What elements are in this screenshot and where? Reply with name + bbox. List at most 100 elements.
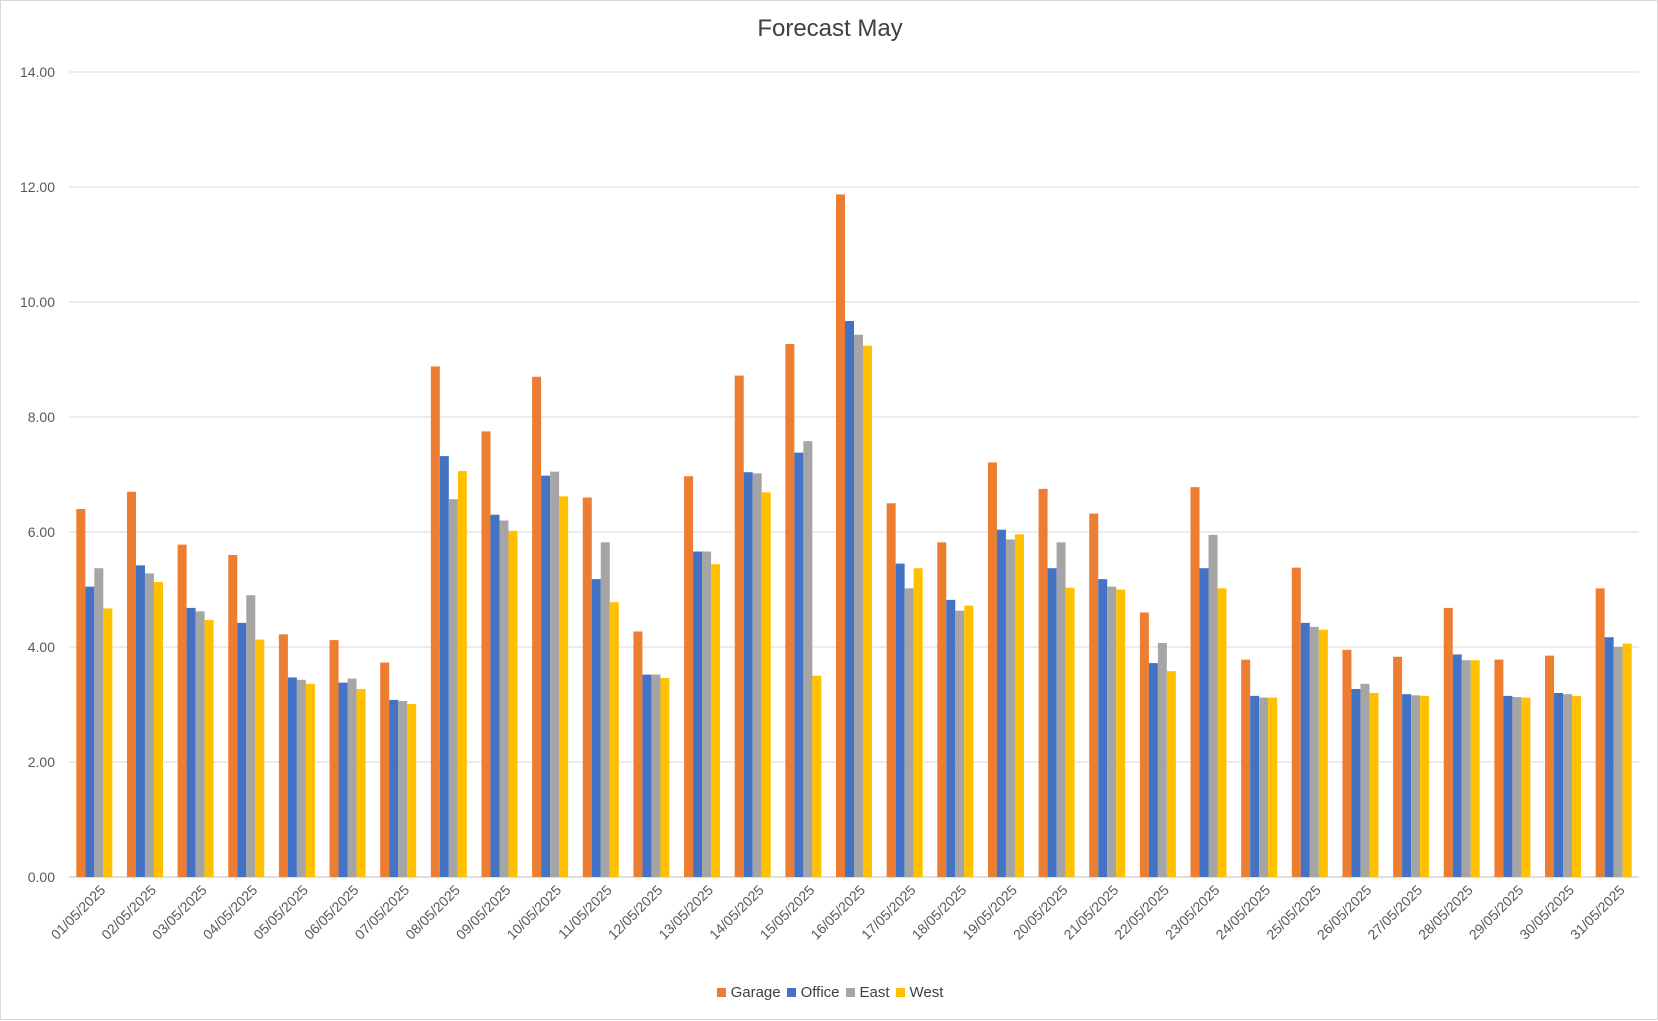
bar-west [1572, 695, 1582, 877]
bar-office [541, 475, 551, 877]
bar-west [204, 619, 214, 877]
bar-east [296, 679, 306, 877]
bar-east [1107, 586, 1117, 877]
bar-west [1622, 643, 1632, 877]
bar-east [600, 542, 610, 877]
bar-west [711, 564, 721, 877]
bar-garage [886, 503, 896, 877]
bar-office [1452, 654, 1462, 877]
bar-garage [633, 631, 643, 877]
bar-east [1259, 697, 1269, 877]
bar-garage [1139, 612, 1149, 877]
bar-east [1461, 660, 1471, 877]
bar-west [508, 530, 518, 877]
bar-west [153, 582, 163, 877]
bar-office [1604, 637, 1614, 877]
bar-office [135, 565, 145, 877]
legend-swatch [786, 988, 796, 997]
bar-garage [278, 634, 288, 877]
bar-east [550, 471, 560, 877]
bar-east [398, 701, 408, 877]
bar-west [103, 608, 113, 877]
bar-garage [1494, 659, 1504, 877]
bar-garage [1190, 487, 1200, 877]
bar-east [1411, 695, 1421, 877]
bar-office [845, 320, 854, 878]
bar-west [1014, 534, 1024, 877]
bar-office [996, 529, 1006, 877]
bar-office [237, 622, 247, 877]
bar-east [955, 610, 965, 877]
bar-west [305, 683, 315, 877]
bar-office [1047, 568, 1057, 877]
bar-garage [987, 462, 997, 877]
bar-east [1512, 697, 1522, 877]
bar-garage [734, 375, 744, 877]
legend-swatch [716, 988, 726, 997]
bar-west [863, 345, 872, 877]
bar-east [94, 568, 104, 877]
bar-garage [937, 542, 947, 877]
bar-office [287, 677, 297, 877]
bar-east [144, 573, 154, 877]
bar-west [1166, 671, 1176, 877]
x-axis-ticks: 01/05/202502/05/202503/05/202504/05/2025… [48, 882, 1628, 943]
bar-garage [1443, 607, 1453, 877]
bar-office [743, 472, 753, 877]
legend-swatch [845, 988, 855, 997]
bar-office [794, 452, 804, 877]
bar-west [812, 675, 822, 877]
bar-east [1005, 539, 1015, 877]
bar-office [1098, 579, 1108, 877]
legend-label: East [859, 984, 890, 1001]
bar-office [490, 514, 500, 877]
y-tick-label: 2.00 [28, 754, 55, 770]
bars [76, 194, 1632, 878]
bar-office [1250, 695, 1260, 877]
bar-office [946, 599, 956, 877]
bar-west [609, 602, 619, 877]
bar-office [1351, 688, 1361, 877]
legend-label: Garage [730, 984, 781, 1001]
bar-garage [1595, 588, 1605, 877]
bar-office [1503, 695, 1513, 877]
bar-office [389, 699, 399, 877]
bar-office [1300, 622, 1310, 877]
bar-garage [836, 194, 845, 878]
bar-west [1116, 589, 1126, 877]
bar-garage [684, 476, 694, 877]
bar-garage [76, 509, 86, 877]
bar-garage [1241, 659, 1251, 877]
bar-garage [126, 491, 136, 877]
bar-west [660, 678, 670, 877]
bar-east [1309, 626, 1319, 877]
bar-garage [1342, 649, 1352, 877]
y-tick-label: 12.00 [20, 179, 55, 195]
bar-east [347, 678, 357, 877]
y-tick-label: 4.00 [28, 639, 55, 655]
bar-east [702, 551, 712, 877]
legend-label: Office [800, 984, 840, 1001]
bar-garage [1291, 567, 1301, 877]
bar-west [457, 471, 467, 877]
y-tick-label: 0.00 [28, 869, 55, 885]
bar-west [913, 568, 923, 877]
bar-garage [430, 366, 440, 877]
bar-west [1268, 697, 1278, 877]
y-tick-label: 8.00 [28, 409, 55, 425]
bar-garage [481, 431, 491, 877]
bar-garage [1089, 513, 1099, 877]
bar-east [803, 441, 813, 877]
bar-east [1563, 694, 1573, 877]
bar-garage [177, 544, 187, 877]
bar-garage [380, 662, 390, 877]
legend-item-east: East [845, 984, 890, 1001]
bar-east [1208, 534, 1218, 877]
bar-garage [329, 640, 339, 877]
y-axis-ticks: 0.00 2.00 4.00 6.00 8.00 10.00 12.00 14.00 [20, 64, 55, 885]
bar-garage [228, 555, 238, 877]
bar-office [439, 456, 449, 877]
bar-east [752, 473, 762, 877]
legend: Garage Office East West [1, 984, 1658, 1001]
